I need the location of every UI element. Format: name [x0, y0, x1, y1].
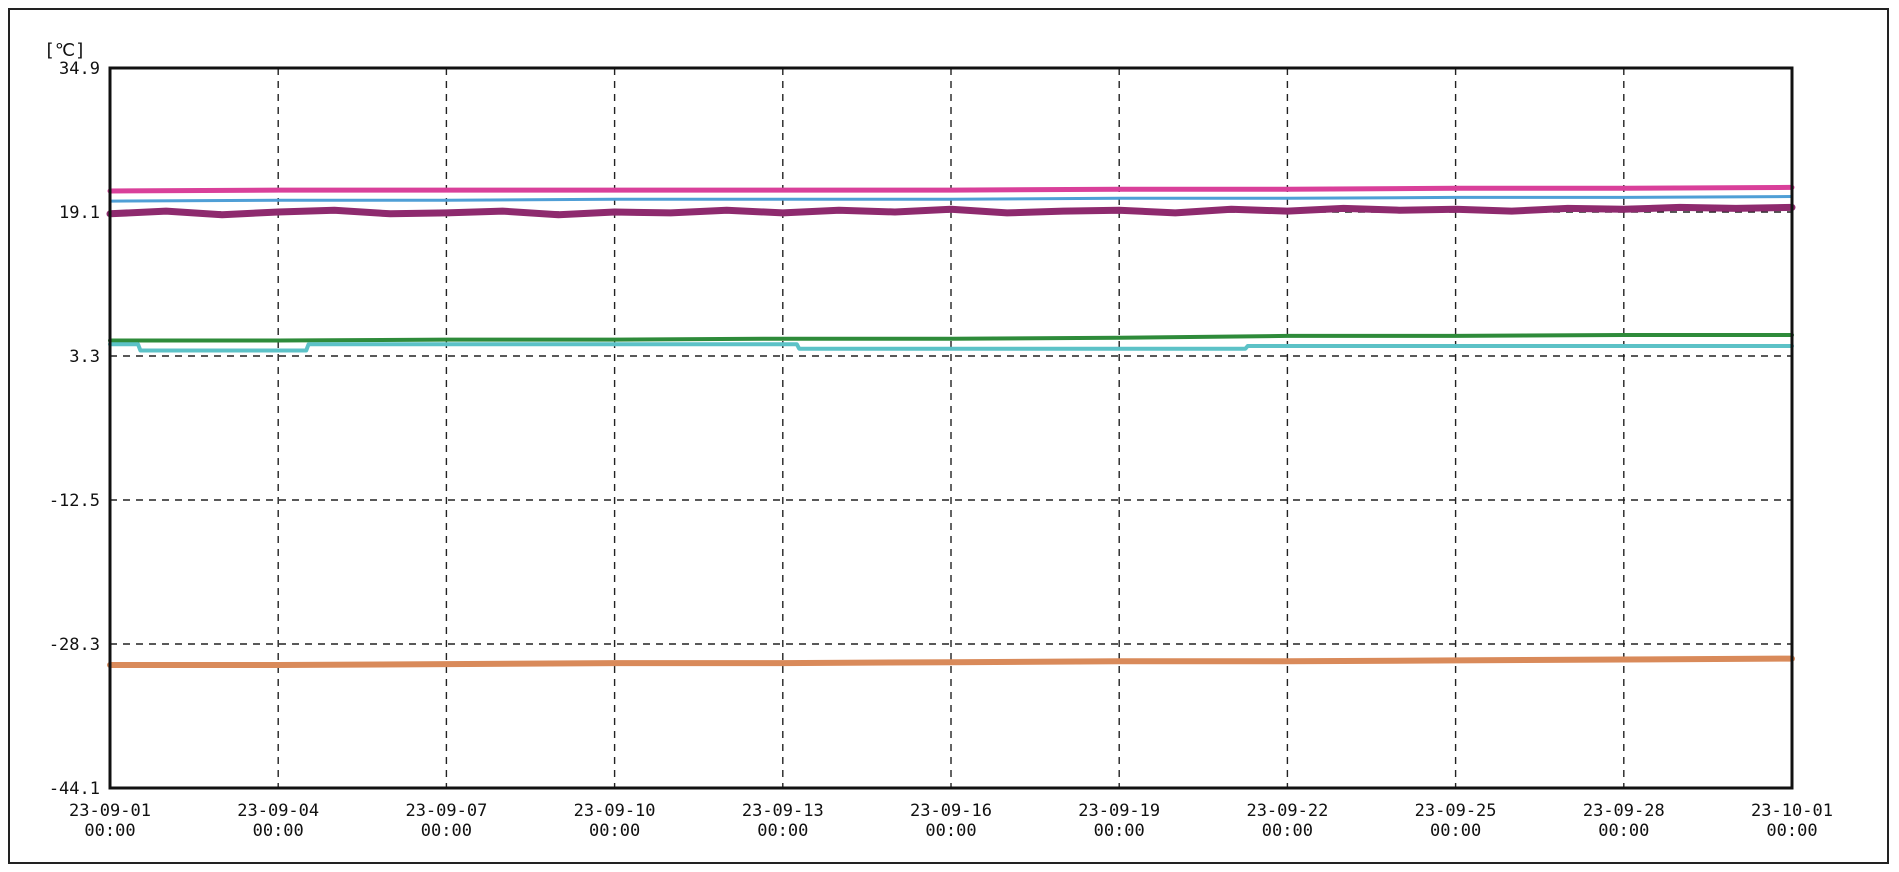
y-tick-label: 19.1 — [59, 203, 100, 223]
x-tick-label-time: 00:00 — [1430, 821, 1481, 841]
x-tick-label-date: 23-09-04 — [237, 801, 319, 821]
x-tick-label-time: 00:00 — [421, 821, 472, 841]
x-tick-label-date: 23-09-07 — [405, 801, 487, 821]
series-line — [108, 342, 1794, 353]
x-tick-label-date: 23-09-13 — [742, 801, 824, 821]
y-axis: 34.9 19.1 3.3 -12.5 -28.3 -44.1 — [49, 59, 100, 799]
x-tick-label-time: 00:00 — [589, 821, 640, 841]
x-tick-label-date: 23-09-19 — [1078, 801, 1160, 821]
x-tick-label-time: 00:00 — [84, 821, 135, 841]
y-tick-label: 3.3 — [69, 347, 100, 367]
y-tick-label: -12.5 — [49, 491, 100, 511]
x-tick-label-date: 23-09-16 — [910, 801, 992, 821]
y-tick-label: 34.9 — [59, 59, 100, 79]
x-tick-label-time: 00:00 — [1094, 821, 1145, 841]
x-tick-label-date: 23-09-10 — [574, 801, 656, 821]
y-tick-label: -28.3 — [49, 635, 100, 655]
series-line — [107, 184, 1795, 194]
series-line — [108, 195, 1794, 203]
x-tick-label-time: 00:00 — [1598, 821, 1649, 841]
x-tick-label-time: 00:00 — [757, 821, 808, 841]
x-tick-label-date: 23-09-22 — [1246, 801, 1328, 821]
x-tick-label-time: 00:00 — [925, 821, 976, 841]
x-tick-label-time: 00:00 — [1766, 821, 1817, 841]
x-tick-label-date: 23-10-01 — [1751, 801, 1833, 821]
x-axis: 23-09-0100:0023-09-0400:0023-09-0700:002… — [69, 801, 1833, 841]
plot-border — [108, 66, 1794, 790]
series-line — [108, 333, 1794, 343]
series-line — [107, 655, 1795, 668]
y-tick-label: -44.1 — [49, 779, 100, 799]
series-layer — [106, 184, 1796, 668]
x-tick-label-time: 00:00 — [1262, 821, 1313, 841]
y-axis-unit-label: [℃] — [44, 40, 86, 61]
x-tick-label-date: 23-09-28 — [1583, 801, 1665, 821]
x-tick-label-time: 00:00 — [253, 821, 304, 841]
x-tick-label-date: 23-09-25 — [1415, 801, 1497, 821]
series-line — [106, 203, 1796, 219]
x-tick-label-date: 23-09-01 — [69, 801, 151, 821]
